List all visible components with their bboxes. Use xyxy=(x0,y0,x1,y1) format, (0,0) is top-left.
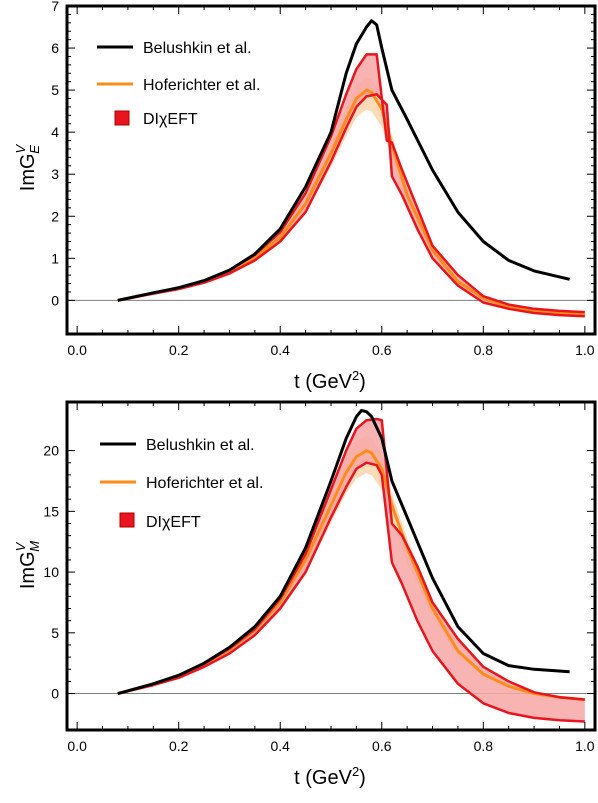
x-tick-label: 0.4 xyxy=(270,738,290,754)
y-label-sup: V xyxy=(13,143,28,153)
dichieft-lower-line xyxy=(117,461,585,723)
x-label-sup: 2 xyxy=(352,368,359,383)
y-tick-label: 1 xyxy=(51,250,59,266)
x-tick-label: 1.0 xyxy=(575,342,595,358)
y-axis-label-electric: ImGVE xyxy=(13,143,42,191)
x-tick-label: 0.8 xyxy=(474,738,494,754)
y-tick-label: 0 xyxy=(51,686,59,702)
y-axis-label-magnetic: ImGVM xyxy=(13,541,42,589)
legend-label-belushkin: Belushkin et al. xyxy=(146,437,255,454)
x-label-close: ) xyxy=(359,371,366,393)
legend-label-hoferichter: Hoferichter et al. xyxy=(146,475,263,492)
x-label-base: t (GeV xyxy=(294,371,352,393)
y-tick-label: 15 xyxy=(43,503,59,519)
x-tick-label: 0.6 xyxy=(372,738,392,754)
x-label-close: ) xyxy=(359,767,366,789)
y-tick-label: 5 xyxy=(51,82,59,98)
plot-area-electric: 0.0 0.2 0.4 0.6 0.8 1.0 0 1 2 3 4 5 6 7 xyxy=(51,0,597,358)
legend-label-belushkin: Belushkin et al. xyxy=(143,40,252,57)
x-label-base: t (GeV xyxy=(294,767,352,789)
y-tick-label: 10 xyxy=(43,564,59,580)
legend-magnetic: Belushkin et al. Hoferichter et al. DIχE… xyxy=(100,437,263,531)
y-label-sub: E xyxy=(27,145,42,154)
legend-electric: Belushkin et al. Hoferichter et al. DIχE… xyxy=(97,40,260,128)
x-tick-label: 0.0 xyxy=(67,738,87,754)
y-label-base: ImG xyxy=(17,551,39,589)
legend-swatch-dichieft xyxy=(114,110,130,126)
x-tick-label: 0.0 xyxy=(67,342,87,358)
belushkin-line xyxy=(117,409,570,696)
legend-label-dichieft: DIχEFT xyxy=(143,111,198,128)
y-tick-label: 5 xyxy=(51,625,59,641)
y-label-sup: V xyxy=(13,541,28,551)
y-label-sub: M xyxy=(27,541,42,552)
legend-label-dichieft: DIχEFT xyxy=(146,514,201,531)
x-tick-label: 0.8 xyxy=(474,342,494,358)
y-tick-label: 4 xyxy=(51,124,59,140)
x-axis-label-magnetic: t (GeV2) xyxy=(294,764,366,789)
legend-label-hoferichter: Hoferichter et al. xyxy=(143,77,260,94)
x-tick-label: 0.2 xyxy=(169,738,189,754)
x-tick-label: 0.4 xyxy=(270,342,290,358)
legend-swatch-dichieft xyxy=(119,512,135,528)
y-tick-label: 7 xyxy=(51,0,59,14)
plot-area-magnetic: 0.0 0.2 0.4 0.6 0.8 1.0 0 5 10 15 20 xyxy=(43,400,597,754)
y-tick-label: 3 xyxy=(51,166,59,182)
y-tick-label: 0 xyxy=(51,292,59,308)
x-axis-label-electric: t (GeV2) xyxy=(294,368,366,393)
y-tick-label: 2 xyxy=(51,208,59,224)
y-tick-label: 6 xyxy=(51,40,59,56)
panel-magnetic: 0.0 0.2 0.4 0.6 0.8 1.0 0 5 10 15 20 ImGVM t (GeV2… xyxy=(13,400,597,789)
dichieft-lower-line xyxy=(117,93,585,318)
x-label-sup: 2 xyxy=(352,764,359,779)
x-tick-label: 0.6 xyxy=(372,342,392,358)
y-label-base: ImG xyxy=(17,153,39,191)
x-tick-label: 0.2 xyxy=(169,342,189,358)
belushkin-line xyxy=(117,19,570,302)
y-tick-label: 20 xyxy=(43,443,59,459)
x-tick-label: 1.0 xyxy=(575,738,595,754)
